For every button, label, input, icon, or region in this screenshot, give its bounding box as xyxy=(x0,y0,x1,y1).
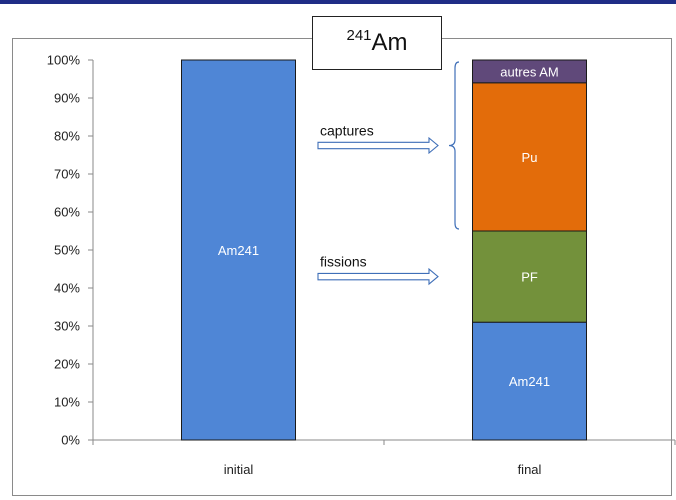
annotation-label-fissions: fissions xyxy=(320,254,367,270)
chart-title: 241 Am xyxy=(312,16,442,70)
bar-label-final-am241: Am241 xyxy=(509,374,550,389)
bar-final-pu xyxy=(472,82,587,232)
y-tick-label: 60% xyxy=(54,205,80,220)
annotation-arrow-fissions xyxy=(317,267,439,286)
y-tick-label: 50% xyxy=(54,243,80,258)
y-tick-label: 100% xyxy=(47,53,81,68)
title-element-symbol: Am xyxy=(371,29,408,56)
bar-label-final-autres-am: autres AM xyxy=(500,64,559,79)
y-tick-label: 40% xyxy=(54,281,80,296)
annotation-brace-captures xyxy=(448,61,460,230)
bar-final-am241 xyxy=(472,321,587,441)
y-tick-label: 20% xyxy=(54,357,80,372)
y-tick-label: 80% xyxy=(54,129,80,144)
top-rule xyxy=(0,0,676,4)
bar-final-autres-am xyxy=(472,59,587,84)
title-isotope-number: 241 xyxy=(346,26,372,44)
annotation-arrow-captures xyxy=(317,136,439,155)
bar-label-final-pf: PF xyxy=(521,270,538,285)
y-tick-label: 70% xyxy=(54,167,80,182)
x-tick-label-initial: initial xyxy=(224,462,254,477)
x-tick-label-final: final xyxy=(518,462,542,477)
y-tick-label: 90% xyxy=(54,91,80,106)
bar-initial-am241 xyxy=(181,59,296,441)
bar-final-pf xyxy=(472,230,587,323)
annotation-label-captures: captures xyxy=(320,123,374,139)
bar-label-final-pu: Pu xyxy=(522,150,538,165)
bar-label-initial-am241: Am241 xyxy=(218,243,259,258)
y-tick-label: 0% xyxy=(61,433,80,448)
y-tick-label: 30% xyxy=(54,319,80,334)
y-tick-label: 10% xyxy=(54,395,80,410)
